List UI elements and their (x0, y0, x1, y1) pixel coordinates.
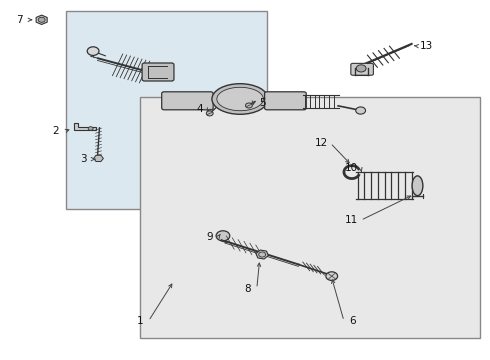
Text: 7: 7 (16, 15, 23, 25)
Circle shape (356, 65, 366, 72)
Ellipse shape (412, 176, 423, 196)
Text: 1: 1 (136, 316, 143, 326)
Text: 9: 9 (206, 231, 213, 242)
Circle shape (206, 111, 213, 116)
Circle shape (245, 103, 252, 108)
Bar (66, 11, 267, 209)
Text: 5: 5 (259, 98, 266, 108)
Text: 3: 3 (80, 154, 87, 164)
Circle shape (216, 231, 230, 241)
Ellipse shape (217, 87, 264, 111)
Text: 12: 12 (315, 138, 328, 148)
FancyBboxPatch shape (265, 92, 306, 110)
Text: 6: 6 (349, 316, 356, 326)
Text: 2: 2 (52, 126, 59, 136)
FancyBboxPatch shape (142, 63, 174, 81)
Circle shape (88, 127, 93, 130)
Text: 13: 13 (419, 41, 433, 51)
Circle shape (87, 47, 99, 55)
FancyBboxPatch shape (162, 92, 213, 110)
Text: 10: 10 (345, 163, 358, 174)
Circle shape (38, 17, 45, 22)
Ellipse shape (212, 84, 269, 114)
Circle shape (326, 272, 338, 280)
Bar (140, 97, 480, 338)
Circle shape (356, 107, 366, 114)
Text: 11: 11 (345, 215, 359, 225)
Text: 4: 4 (196, 104, 203, 114)
FancyBboxPatch shape (351, 63, 373, 75)
Polygon shape (74, 123, 96, 130)
Text: 8: 8 (245, 284, 251, 294)
